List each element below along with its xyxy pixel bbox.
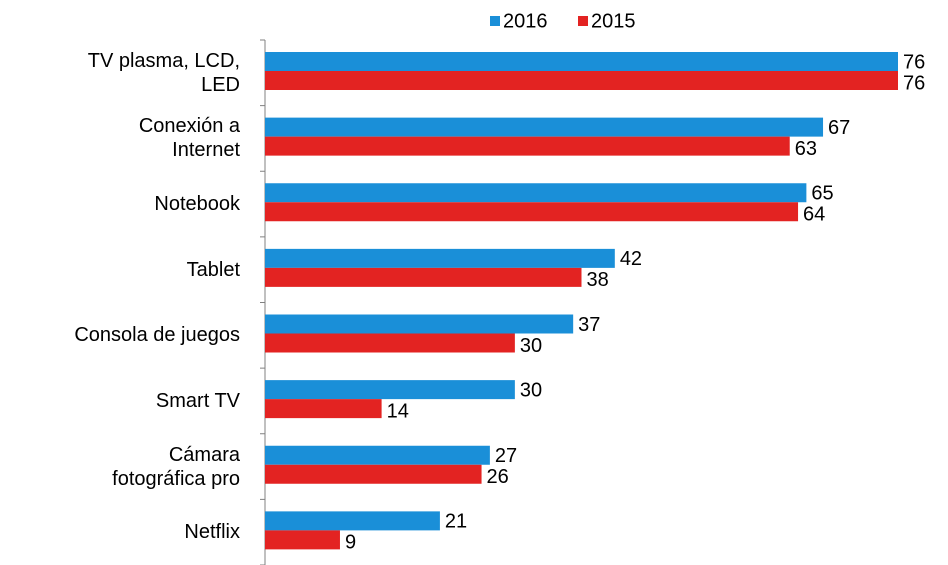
- bar: [265, 399, 382, 419]
- bar: [265, 117, 824, 137]
- bar: [265, 71, 898, 90]
- bar: [265, 445, 490, 465]
- value-label: 38: [587, 269, 609, 291]
- value-label: 76: [903, 51, 925, 73]
- bar: [265, 511, 440, 531]
- legend-swatch: [578, 16, 588, 26]
- legend-label: 2015: [591, 10, 636, 32]
- value-label: 21: [445, 511, 467, 533]
- bar: [265, 314, 574, 334]
- category-label: Notebook: [154, 193, 240, 216]
- bar: [265, 183, 807, 203]
- category-label: Cámara fotográfica pro: [112, 443, 240, 490]
- legend-swatch: [490, 16, 500, 26]
- value-label: 9: [345, 532, 356, 554]
- bar: [265, 380, 515, 400]
- bar: [265, 333, 515, 353]
- value-label: 30: [520, 379, 542, 401]
- bar: [265, 136, 790, 156]
- bar: [265, 267, 582, 287]
- bar: [265, 530, 340, 550]
- value-label: 26: [487, 466, 509, 488]
- value-label: 67: [828, 117, 850, 139]
- category-label: Tablet: [186, 258, 240, 281]
- category-label: Netflix: [184, 521, 240, 544]
- category-label: Conexión a Internet: [138, 115, 240, 162]
- value-label: 14: [387, 400, 409, 422]
- value-label: 76: [903, 72, 925, 94]
- value-label: 30: [520, 335, 542, 357]
- category-label: Consola de juegos: [74, 324, 240, 347]
- bar: [265, 52, 898, 71]
- value-label: 63: [795, 138, 817, 160]
- legend-label: 2016: [503, 10, 548, 32]
- bar: [265, 202, 799, 222]
- value-label: 64: [803, 204, 825, 226]
- bar: [265, 248, 615, 268]
- category-label: Smart TV: [155, 389, 240, 412]
- bar: [265, 464, 482, 484]
- value-label: 42: [620, 248, 642, 270]
- category-label: TV plasma, LCD, LED: [87, 49, 240, 96]
- value-label: 27: [495, 445, 517, 467]
- value-label: 65: [811, 183, 833, 205]
- value-label: 37: [578, 314, 600, 336]
